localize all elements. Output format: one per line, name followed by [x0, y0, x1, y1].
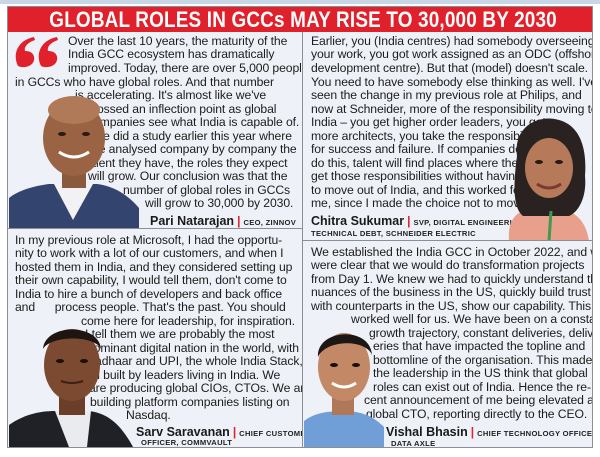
speaker-role-continued: TECHNICAL DEBT, SCHNEIDER ELECTRIC: [311, 229, 476, 238]
attribution: Chitra Sukumar | SVP, DIGITAL ENGINEERING …: [311, 214, 532, 228]
quote-line: Earlier, you (India centres) had somebod…: [311, 34, 592, 48]
quote-line: were clear that we would do transformati…: [311, 258, 585, 272]
quote-line: global CTO, reporting directly to the CE…: [366, 407, 588, 421]
quote-line: In my previous role at Microsoft, I had …: [15, 233, 283, 247]
separator-bar: |: [237, 214, 241, 228]
quote-line: You need to have somebody else thinking …: [311, 75, 592, 89]
quote-line: for success and failure. If companies do…: [311, 142, 534, 156]
quote-line: building platform companies listing on: [90, 395, 290, 409]
quote-line: more architects, you take the responsibi…: [311, 129, 537, 143]
separator-bar: |: [407, 214, 411, 228]
quote-line: bottomline of the organisation. This mad…: [373, 353, 592, 367]
quote-line: in GCCs who have global roles. And that …: [15, 75, 274, 89]
quote-line: are producing global CIOs, CTOs. We are: [89, 381, 303, 395]
portrait-photo-sarv-saravanan: [9, 329, 133, 447]
quotation-mark-icon: [15, 37, 58, 68]
separator-bar: |: [232, 425, 237, 439]
quote-line: Aadhaar and UPI, the whole India Stack,: [87, 354, 303, 368]
quote-line: dominant digital nation in the world, wi…: [87, 341, 299, 355]
quote-line: We did a study earlier this year where: [92, 129, 292, 143]
quote-line: will grow. Our conclusion was that the: [88, 169, 288, 183]
quote-line: we analysed company by company the: [90, 142, 297, 156]
quote-line: to move out of India, and this worked fo…: [311, 183, 524, 197]
quote-line: India GCC ecosystem has dramatically: [68, 47, 275, 61]
quote-line: Over the last 10 years, the maturity of …: [68, 34, 288, 48]
headline-banner: GLOBAL ROLES IN GCCs MAY RISE TO 30,000 …: [8, 7, 592, 32]
speaker-name: Vishal Bhasin: [386, 425, 468, 439]
quote-line: all built by leaders living in India. We: [88, 368, 281, 382]
quote-line: roles can exist out of India. Hence the …: [373, 380, 591, 394]
quote-panel-pari-natarajan: Over the last 10 years, the maturity of …: [8, 32, 303, 229]
quote-line: come here for leadership, for inspiratio…: [81, 314, 295, 328]
quote-line: their own capability, I would tell them,…: [15, 273, 287, 287]
quote-line: me, since I made the choice not to move.: [311, 196, 530, 210]
quote-panel-chitra-sukumar: Earlier, you (India centres) had somebod…: [303, 32, 592, 241]
speaker-name: Sarv Saravanan: [136, 425, 230, 439]
quote-line: do this, talent will find places where t…: [311, 156, 525, 170]
attribution: Vishal Bhasin | CHIEF TECHNOLOGY OFFICER,: [386, 425, 592, 439]
portrait-photo-vishal-bhasin: [304, 333, 384, 447]
attribution: Pari Natarajan | CEO, ZINNOV: [150, 214, 296, 228]
quote-line: hosted them in India, and they considere…: [15, 260, 293, 274]
quote-line: the leadership in the US think that glob…: [373, 366, 588, 380]
quote-line: and process people. That's the past. You…: [15, 300, 286, 314]
speaker-role: CEO, ZINNOV: [243, 218, 297, 227]
quote-line: from Day 1. We knew we had to quickly un…: [311, 272, 592, 286]
quote-line: cent announcement of me being elevated a…: [364, 393, 592, 407]
quote-line: talent they have, the roles they expect: [86, 156, 288, 170]
quote-line: is accelerating. It's almost like we've: [75, 88, 267, 102]
quote-line: get those responsibilities without havin…: [311, 169, 522, 183]
speaker-role: SVP, DIGITAL ENGINEERING &: [413, 218, 533, 227]
quote-line: improved. Today, there are over 5,000 pe…: [68, 61, 303, 75]
quote-line: number of global roles in GCCs: [123, 183, 291, 197]
quote-line: worked well for us. We have been on a co…: [351, 312, 592, 326]
quote-line: growth trajectory, constant deliveries, …: [369, 326, 592, 340]
quote-line: development centre). But that (model) do…: [311, 61, 588, 75]
portrait-photo-pari-natarajan: [9, 96, 139, 228]
portrait-photo-chitra-sukumar: [508, 118, 589, 240]
separator-bar: |: [470, 425, 475, 439]
quote-line: We established the India GCC in October …: [311, 245, 592, 259]
top-border-strip: [0, 0, 600, 4]
quote-line: nity to work with a lot of our customers…: [15, 246, 284, 260]
quote-line: India to hire a bunch of developers and …: [15, 287, 283, 301]
quote-line: Nasdaq.: [126, 408, 171, 422]
quote-line: I tell them we are probably the most: [85, 327, 275, 341]
quote-line: India – you get higher order leaders, yo…: [311, 115, 546, 129]
quote-line: companies see what India is capable of.: [87, 115, 300, 129]
speaker-role: CHIEF CUSTOMER: [239, 429, 302, 438]
quote-line: your work, you got work assigned as an O…: [311, 47, 592, 61]
attribution: Sarv Saravanan|CHIEF CUSTOMER: [136, 425, 302, 439]
speaker-name: Chitra Sukumar: [311, 214, 405, 228]
quote-line: now at Schneider, more of the responsibi…: [311, 102, 592, 116]
headline-text: GLOBAL ROLES IN GCCs MAY RISE TO 30,000 …: [49, 7, 557, 32]
article-frame: GLOBAL ROLES IN GCCs MAY RISE TO 30,000 …: [7, 6, 593, 448]
quote-panel-vishal-bhasin: We established the India GCC in October …: [303, 241, 592, 447]
quote-line: crossed an inflection point as global: [87, 102, 277, 116]
speaker-role: CHIEF TECHNOLOGY OFFICER,: [477, 429, 592, 438]
speaker-role-continued: OFFICER, COMMVAULT: [141, 438, 233, 447]
quote-panel-sarv-saravanan: In my previous role at Microsoft, I had …: [8, 229, 303, 447]
quote-line: will grow to 30,000 by 2030.: [145, 196, 294, 210]
quote-line: eries that have impacted the topline and: [373, 339, 586, 353]
quote-line: nuances of the business in the US, quick…: [311, 285, 591, 299]
speaker-role-continued: DATA AXLE: [391, 439, 436, 447]
speaker-name: Pari Natarajan: [150, 214, 235, 228]
quote-line: seen the change in my previous role at P…: [311, 88, 582, 102]
quote-line: with counterparts in the US, show our ca…: [311, 299, 592, 313]
